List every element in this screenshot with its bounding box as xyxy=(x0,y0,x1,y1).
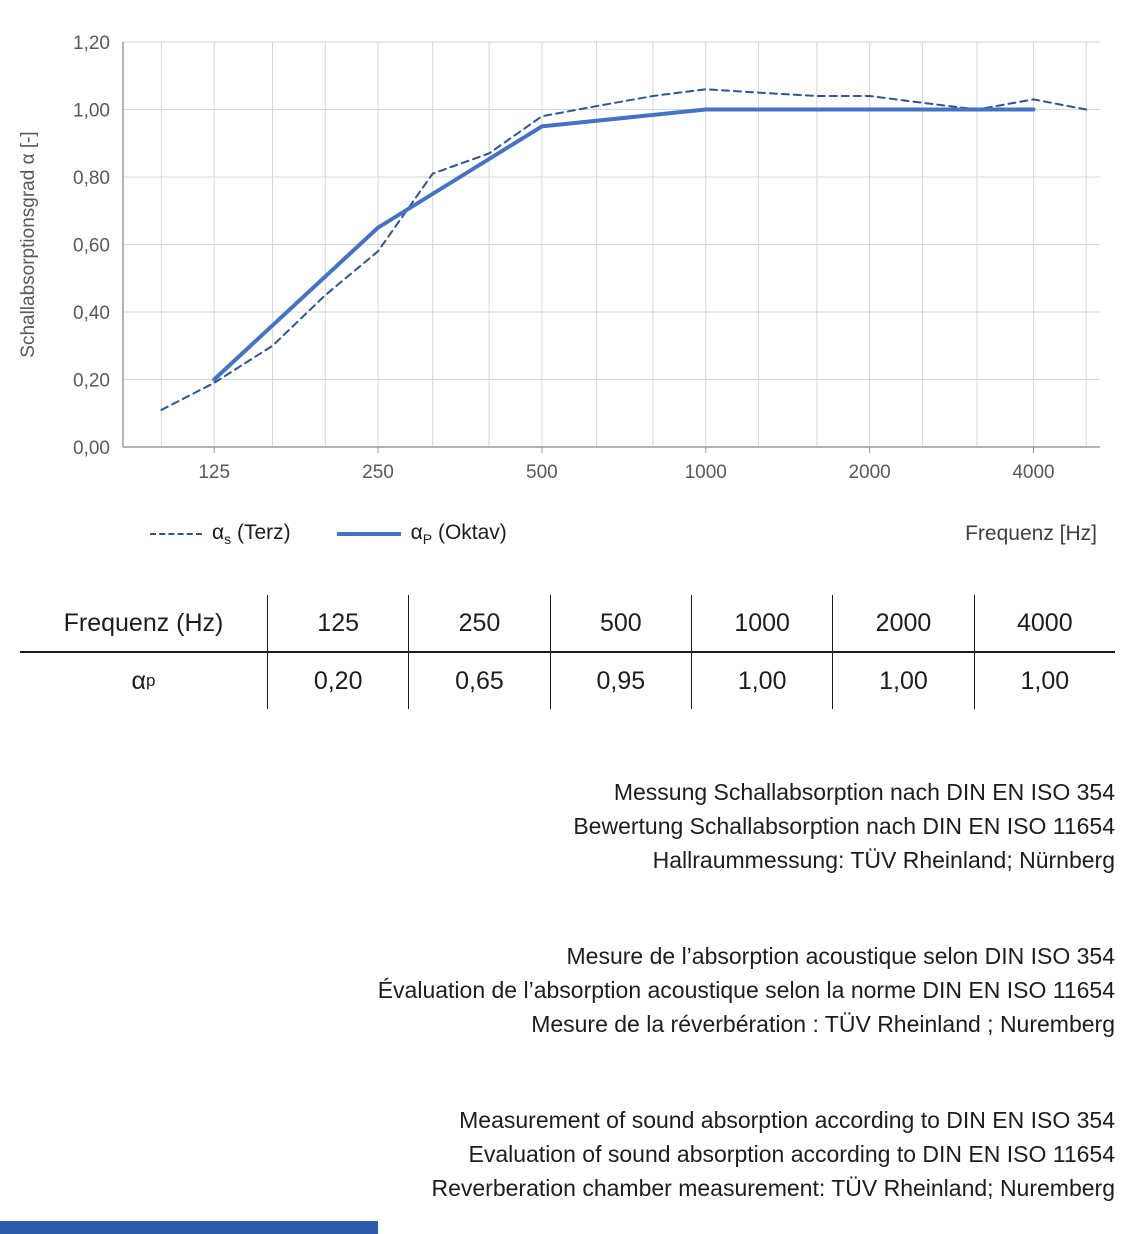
note-block-french: Mesure de l’absorption acoustique selon … xyxy=(0,939,1115,1041)
solid-line-sample xyxy=(336,532,401,536)
y-tick-label: 1,00 xyxy=(73,101,110,122)
table-header-cell: 500 xyxy=(549,595,691,651)
note-line: Reverberation chamber measurement: TÜV R… xyxy=(431,1175,1115,1201)
table-cell: 0,20 xyxy=(267,653,408,709)
x-tick-label: 500 xyxy=(526,462,558,483)
chart-svg: 0,00 0,20 0,40 0,60 0,80 1,00 1,20 125 250 500 100… xyxy=(18,33,1100,483)
note-line: Measurement of sound absorption accordin… xyxy=(459,1107,1115,1133)
table-header-cell: 125 xyxy=(267,595,408,651)
note-line: Mesure de la réverbération : TÜV Rheinla… xyxy=(531,1011,1115,1037)
note-line: Messung Schallabsorption nach DIN EN ISO… xyxy=(613,779,1115,805)
table-header-cell: 1000 xyxy=(690,595,832,651)
x-tick-label: 125 xyxy=(198,462,230,483)
series-line-solid xyxy=(212,107,1036,382)
table-cell: 0,65 xyxy=(408,653,549,709)
y-tick-label: 0,00 xyxy=(73,438,110,459)
measurement-notes: Messung Schallabsorption nach DIN EN ISO… xyxy=(0,775,1115,1205)
table-header-row: Frequenz (Hz) 125 250 500 1000 2000 4000 xyxy=(20,595,1115,653)
note-block-german: Messung Schallabsorption nach DIN EN ISO… xyxy=(0,775,1115,877)
absorption-chart: 0,00 0,20 0,40 0,60 0,80 1,00 1,20 125 250 500 100… xyxy=(0,0,1135,505)
table-header-cell: 250 xyxy=(408,595,549,651)
table-header-cell: 2000 xyxy=(832,595,973,651)
footer-accent-bar xyxy=(0,1221,378,1234)
x-tick-label: 2000 xyxy=(848,462,890,483)
x-axis-label: Frequenz [Hz] xyxy=(965,522,1097,545)
table-cell: 1,00 xyxy=(973,653,1115,709)
legend-item-oktav: αP (Oktav) xyxy=(336,520,507,548)
table-header-cell: 4000 xyxy=(973,595,1115,651)
y-tick-label: 0,40 xyxy=(73,303,110,324)
table-cell: 0,95 xyxy=(549,653,691,709)
y-axis-title: Schallabsorptionsgrad α [-] xyxy=(18,131,39,357)
legend-row: αs (Terz) αP (Oktav) Frequenz [Hz] xyxy=(0,505,1135,553)
y-tick-label: 0,80 xyxy=(73,168,110,189)
y-tick-label: 0,20 xyxy=(73,371,110,392)
gridlines xyxy=(123,41,1100,448)
note-block-english: Measurement of sound absorption accordin… xyxy=(0,1103,1115,1205)
x-tick-label: 1000 xyxy=(685,462,727,483)
chart-legend: αs (Terz) αP (Oktav) xyxy=(150,521,507,547)
legend-item-terz: αs (Terz) xyxy=(150,521,291,547)
note-line: Hallraummessung: TÜV Rheinland; Nürnberg xyxy=(652,847,1115,873)
y-tick-label: 1,20 xyxy=(73,33,110,54)
absorption-table: Frequenz (Hz) 125 250 500 1000 2000 4000… xyxy=(20,595,1115,709)
note-line: Mesure de l’absorption acoustique selon … xyxy=(566,943,1115,969)
x-tick-label: 4000 xyxy=(1012,462,1054,483)
y-tick-label: 0,60 xyxy=(73,236,110,257)
note-line: Évaluation de l’absorption acoustique se… xyxy=(377,977,1115,1003)
note-line: Bewertung Schallabsorption nach DIN EN I… xyxy=(573,813,1115,839)
dashed-line-sample xyxy=(150,533,202,535)
note-line: Evaluation of sound absorption according… xyxy=(468,1141,1115,1167)
series-line-dashed xyxy=(160,88,1088,411)
legend-label-terz: αs (Terz) xyxy=(212,520,291,548)
table-cell: 1,00 xyxy=(832,653,973,709)
x-tick-label: 250 xyxy=(362,462,394,483)
table-header-cell: Frequenz (Hz) xyxy=(63,608,224,637)
table-cell: 1,00 xyxy=(690,653,832,709)
legend-label-oktav: αP (Oktav) xyxy=(410,520,507,548)
